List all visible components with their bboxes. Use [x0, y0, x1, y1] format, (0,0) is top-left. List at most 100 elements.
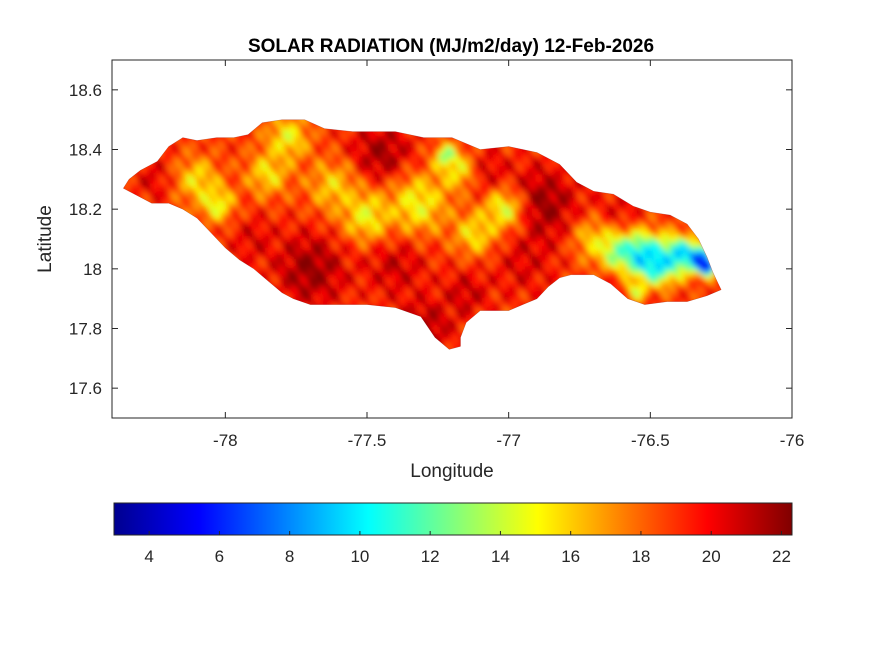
field-cell — [319, 186, 324, 191]
field-cell — [278, 283, 283, 288]
field-cell — [312, 250, 317, 256]
field-cell — [302, 240, 307, 245]
field-cell — [339, 293, 344, 299]
field-cell — [258, 186, 263, 191]
field-cell — [322, 168, 327, 173]
field-cell — [163, 200, 167, 205]
field-cell — [329, 265, 334, 270]
field-cell — [278, 268, 283, 273]
field-cell — [305, 301, 310, 306]
field-cell — [227, 229, 232, 234]
field-cell — [152, 182, 157, 188]
field-cell — [312, 218, 317, 223]
field-cell — [333, 157, 337, 163]
field-cell — [305, 172, 310, 177]
field-cell — [224, 225, 229, 231]
field-cell — [251, 182, 256, 188]
field-cell — [339, 197, 344, 202]
field-cell — [316, 208, 320, 213]
field-cell — [278, 122, 283, 127]
field-cell — [183, 161, 188, 166]
field-cell — [295, 179, 300, 184]
field-cell — [309, 165, 314, 170]
field-cell — [173, 150, 178, 155]
field-cell — [193, 190, 198, 195]
field-cell — [316, 250, 320, 256]
field-cell — [285, 247, 290, 252]
field-cell — [299, 147, 303, 152]
field-cell — [180, 175, 184, 180]
field-cell — [248, 147, 252, 152]
field-cell — [248, 204, 252, 209]
field-cell — [203, 179, 208, 184]
field-cell — [254, 157, 259, 163]
field-cell — [231, 143, 235, 148]
field-cell — [251, 261, 256, 266]
field-cell — [309, 211, 314, 216]
field-cell — [356, 286, 361, 291]
field-cell — [292, 165, 297, 170]
field-cell — [316, 129, 320, 134]
field-cell — [251, 161, 256, 166]
field-cell — [319, 236, 324, 241]
field-cell — [319, 215, 324, 220]
field-cell — [224, 140, 229, 145]
field-cell — [200, 154, 205, 159]
field-cell — [186, 168, 191, 173]
field-cell — [339, 136, 344, 141]
field-cell — [319, 150, 324, 155]
field-cell — [146, 193, 150, 198]
field-cell — [346, 179, 351, 184]
field-cell — [292, 161, 297, 166]
field-cell — [186, 172, 191, 177]
field-cell — [197, 197, 201, 202]
field-cell — [346, 301, 351, 306]
field-cell — [316, 222, 320, 227]
field-cell — [142, 190, 147, 195]
field-cell — [316, 197, 320, 202]
field-cell — [183, 136, 188, 141]
field-cell — [346, 293, 351, 299]
field-cell — [302, 211, 307, 216]
field-cell — [237, 222, 242, 227]
field-cell — [265, 233, 269, 238]
field-cell — [322, 150, 327, 155]
field-cell — [288, 236, 293, 241]
field-cell — [203, 172, 208, 177]
field-cell — [329, 136, 334, 141]
field-cell — [350, 254, 354, 259]
field-cell — [305, 254, 310, 259]
field-cell — [295, 200, 300, 205]
field-cell — [251, 200, 256, 205]
field-cell — [329, 283, 334, 288]
field-cell — [326, 279, 331, 284]
field-cell — [316, 301, 320, 306]
field-cell — [309, 190, 314, 195]
field-cell — [278, 258, 283, 263]
field-cell — [183, 165, 188, 170]
field-cell — [278, 250, 283, 256]
field-cell — [350, 283, 354, 288]
field-cell — [197, 150, 201, 155]
field-cell — [217, 229, 222, 234]
field-cell — [299, 157, 303, 163]
field-cell — [316, 157, 320, 163]
field-cell — [299, 179, 303, 184]
field-cell — [227, 247, 232, 252]
field-cell — [254, 222, 259, 227]
field-cell — [336, 154, 341, 159]
field-cell — [237, 197, 242, 202]
field-cell — [285, 136, 290, 141]
field-cell — [336, 172, 341, 177]
field-cell — [159, 190, 164, 195]
field-cell — [241, 254, 246, 259]
field-cell — [305, 272, 310, 277]
field-cell — [231, 193, 235, 198]
field-cell — [227, 211, 232, 216]
field-cell — [248, 215, 252, 220]
field-cell — [285, 182, 290, 188]
field-cell — [180, 161, 184, 166]
field-cell — [302, 172, 307, 177]
field-cell — [258, 254, 263, 259]
field-cell — [217, 225, 222, 231]
